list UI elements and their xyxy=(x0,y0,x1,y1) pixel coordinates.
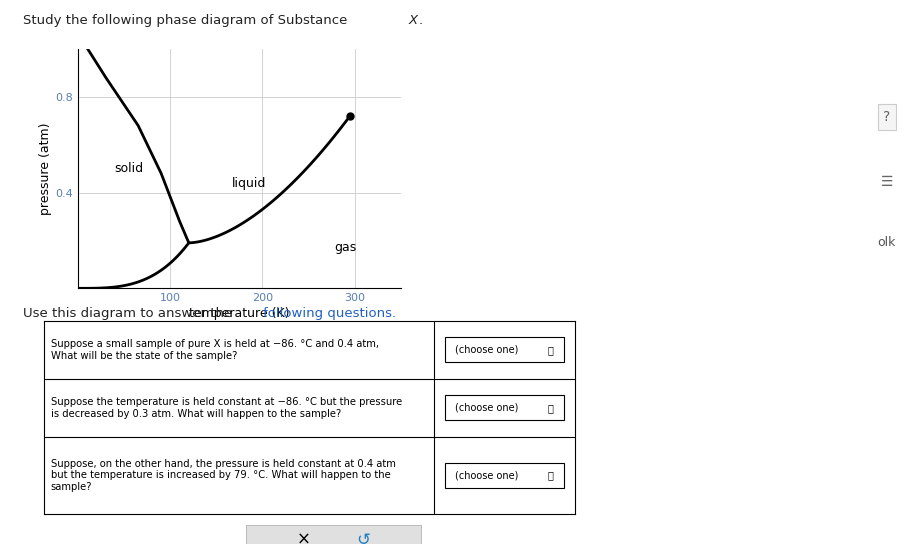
Text: Suppose, on the other hand, the pressure is held constant at 0.4 atm
but the tem: Suppose, on the other hand, the pressure… xyxy=(51,459,395,492)
Text: ?: ? xyxy=(883,110,891,124)
Text: Suppose the temperature is held constant at −86. °C but the pressure
is decrease: Suppose the temperature is held constant… xyxy=(51,397,402,419)
Y-axis label: pressure (atm): pressure (atm) xyxy=(39,122,52,215)
Text: ⌵: ⌵ xyxy=(548,471,554,480)
Text: .: . xyxy=(418,14,422,27)
Text: X: X xyxy=(409,14,417,27)
Text: ⌵: ⌵ xyxy=(548,345,554,355)
Text: (choose one): (choose one) xyxy=(455,345,519,355)
Text: gas: gas xyxy=(334,241,356,254)
Text: ⌵: ⌵ xyxy=(548,403,554,413)
Bar xyxy=(445,395,564,421)
Text: Suppose a small sample of pure X is held at −86. °C and 0.4 atm,
What will be th: Suppose a small sample of pure X is held… xyxy=(51,339,379,361)
Bar xyxy=(445,463,564,488)
Text: ☰: ☰ xyxy=(880,175,893,189)
Text: liquid: liquid xyxy=(231,176,266,189)
Text: (choose one): (choose one) xyxy=(455,403,519,413)
Text: Use this diagram to answer the: Use this diagram to answer the xyxy=(23,307,237,320)
Text: (choose one): (choose one) xyxy=(455,471,519,480)
Text: following questions.: following questions. xyxy=(263,307,397,320)
Bar xyxy=(445,337,564,362)
Text: solid: solid xyxy=(114,162,144,175)
Text: ×: × xyxy=(297,531,310,544)
Text: ↺: ↺ xyxy=(356,531,370,544)
X-axis label: temperature (K): temperature (K) xyxy=(189,307,290,320)
Text: Study the following phase diagram of Substance: Study the following phase diagram of Sub… xyxy=(23,14,352,27)
Text: olk: olk xyxy=(877,236,895,249)
